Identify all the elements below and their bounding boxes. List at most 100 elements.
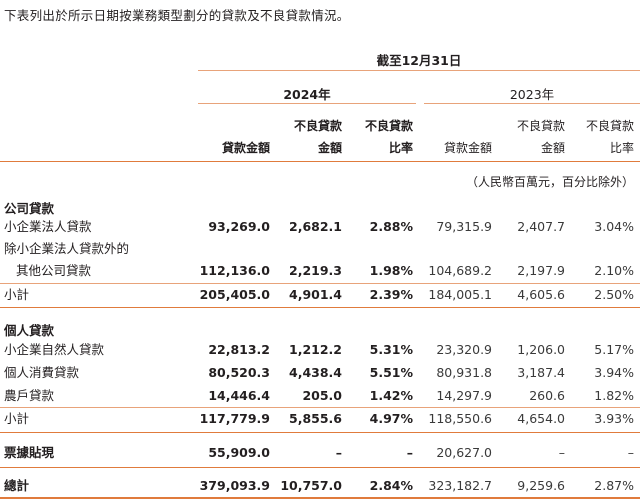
cell-npl-2024: 1,212.2 (289, 342, 342, 357)
cell-npl-2023: 3,187.4 (517, 365, 565, 380)
cell-ratio-2024: 1.98% (369, 263, 413, 278)
cell-npl-2024: 2,682.1 (289, 219, 342, 234)
row-label: 小計 (4, 411, 30, 426)
cell-loan-2023: 80,931.8 (436, 365, 492, 380)
cell-npl-2023: 4,654.0 (517, 411, 565, 426)
row-label: 其他公司貸款 (16, 263, 92, 278)
cell-loan-2024: 205,405.0 (199, 287, 270, 302)
section-title-personal: 個人貸款 (4, 323, 55, 338)
cell-loan-2023: 323,182.7 (428, 478, 492, 493)
col-header-loan-amount-2023: 貸款金額 (443, 141, 492, 155)
row-label: 除小企業法人貸款外的 (4, 241, 130, 256)
cell-npl-2024: 2,219.3 (289, 263, 342, 278)
row-label: 小企業法人貸款 (4, 219, 92, 234)
period-header: 截至12月31日 (376, 53, 462, 68)
cell-ratio-2023: 3.94% (594, 365, 634, 380)
cell-loan-2024: 55,909.0 (208, 445, 270, 460)
cell-loan-2023: 23,320.9 (436, 342, 492, 357)
table-row-discounted-bills: 票據貼現 55,909.0 – – 20,627.0 – – (0, 442, 640, 464)
cell-loan-2024: 80,520.3 (208, 365, 270, 380)
cell-loan-2023: 79,315.9 (436, 219, 492, 234)
cell-npl-2023: 4,605.6 (517, 287, 565, 302)
cell-npl-2023: – (558, 445, 565, 460)
cell-npl-2023: 9,259.6 (517, 478, 565, 493)
section-divider (0, 432, 640, 433)
section-divider (0, 467, 640, 468)
cell-ratio-2024: – (406, 445, 413, 460)
row-label: 票據貼現 (4, 445, 55, 460)
cell-loan-2024: 93,269.0 (208, 219, 270, 234)
table-row-farmer: 農戶貸款 14,446.4 205.0 1.42% 14,297.9 260.6… (0, 385, 640, 407)
cell-npl-2024: 205.0 (302, 388, 342, 403)
cell-loan-2023: 118,550.6 (428, 411, 492, 426)
col-header-npl-2024-line2: 金額 (317, 141, 342, 155)
col-header-npl-2024-line1: 不良貸款 (293, 119, 342, 133)
col-header-npl-ratio-2023-line2: 比率 (609, 141, 634, 155)
year-current-rule (198, 103, 416, 104)
table-row-other-corp-line1: 除小企業法人貸款外的 (0, 238, 640, 260)
section-divider (0, 307, 640, 308)
cell-npl-2023: 1,206.0 (517, 342, 565, 357)
col-header-npl-ratio-2024-line1: 不良貸款 (364, 119, 413, 133)
cell-npl-2023: 260.6 (529, 388, 565, 403)
year-prior-rule (424, 103, 640, 104)
cell-ratio-2024: 4.97% (369, 411, 413, 426)
cell-ratio-2023: 3.04% (594, 219, 634, 234)
year-prior: 2023年 (509, 87, 555, 102)
col-header-loan-amount-2024: 貸款金額 (221, 141, 270, 155)
row-label: 總計 (4, 478, 30, 493)
cell-ratio-2023: 5.17% (594, 342, 634, 357)
cell-ratio-2023: 3.93% (594, 411, 634, 426)
cell-npl-2024: 4,901.4 (289, 287, 342, 302)
table-row-total: 總計 379,093.9 10,757.0 2.84% 323,182.7 9,… (0, 475, 640, 497)
table-row-corp-subtotal: 小計 205,405.0 4,901.4 2.39% 184,005.1 4,6… (0, 284, 640, 306)
table-row-other-corp: 其他公司貸款 112,136.0 2,219.3 1.98% 104,689.2… (0, 260, 640, 282)
cell-loan-2024: 379,093.9 (199, 478, 270, 493)
table-bottom-rule (0, 497, 640, 499)
cell-npl-2024: 4,438.4 (289, 365, 342, 380)
cell-ratio-2023: 2.10% (594, 263, 634, 278)
row-label: 個人消費貸款 (4, 365, 80, 380)
table-row-personal-subtotal: 小計 117,779.9 5,855.6 4.97% 118,550.6 4,6… (0, 408, 640, 430)
cell-loan-2024: 112,136.0 (199, 263, 270, 278)
section-title-corporate: 公司貸款 (4, 201, 55, 216)
cell-loan-2023: 14,297.9 (436, 388, 492, 403)
header-bottom-rule (0, 161, 640, 162)
col-header-npl-2023-line2: 金額 (540, 141, 565, 155)
row-divider (0, 283, 640, 284)
cell-loan-2023: 20,627.0 (436, 445, 492, 460)
cell-npl-2023: 2,197.9 (517, 263, 565, 278)
cell-npl-2024: 10,757.0 (280, 478, 342, 493)
cell-ratio-2023: 1.82% (594, 388, 634, 403)
cell-npl-2023: 2,407.7 (517, 219, 565, 234)
table-row-sme-legal: 小企業法人貸款 93,269.0 2,682.1 2.88% 79,315.9 … (0, 216, 640, 238)
unit-note: （人民幣百萬元，百分比除外） (465, 175, 634, 189)
cell-loan-2024: 22,813.2 (208, 342, 270, 357)
row-divider (0, 407, 640, 408)
row-label: 小企業自然人貸款 (4, 342, 105, 357)
cell-ratio-2024: 2.39% (369, 287, 413, 302)
year-current: 2024年 (283, 87, 331, 102)
cell-loan-2023: 104,689.2 (428, 263, 492, 278)
table-row-consumer: 個人消費貸款 80,520.3 4,438.4 5.51% 80,931.8 3… (0, 362, 640, 384)
cell-ratio-2024: 2.84% (369, 478, 413, 493)
cell-npl-2024: 5,855.6 (289, 411, 342, 426)
col-header-npl-ratio-2024-line2: 比率 (388, 141, 413, 155)
col-header-npl-ratio-2023-line1: 不良貸款 (585, 119, 634, 133)
period-rule (198, 70, 640, 71)
cell-ratio-2024: 5.51% (369, 365, 413, 380)
cell-ratio-2024: 1.42% (369, 388, 413, 403)
cell-loan-2024: 14,446.4 (208, 388, 270, 403)
intro-text: 下表列出於所示日期按業務類型劃分的貸款及不良貸款情況。 (4, 8, 350, 23)
cell-ratio-2023: 2.87% (594, 478, 634, 493)
col-header-npl-2023-line1: 不良貸款 (516, 119, 565, 133)
cell-ratio-2023: 2.50% (594, 287, 634, 302)
table-row-sme-natural: 小企業自然人貸款 22,813.2 1,212.2 5.31% 23,320.9… (0, 339, 640, 361)
cell-ratio-2024: 2.88% (369, 219, 413, 234)
cell-ratio-2023: – (627, 445, 634, 460)
cell-npl-2024: – (335, 445, 342, 460)
row-label: 小計 (4, 287, 30, 302)
cell-loan-2024: 117,779.9 (199, 411, 270, 426)
row-label: 農戶貸款 (4, 388, 55, 403)
cell-ratio-2024: 5.31% (369, 342, 413, 357)
